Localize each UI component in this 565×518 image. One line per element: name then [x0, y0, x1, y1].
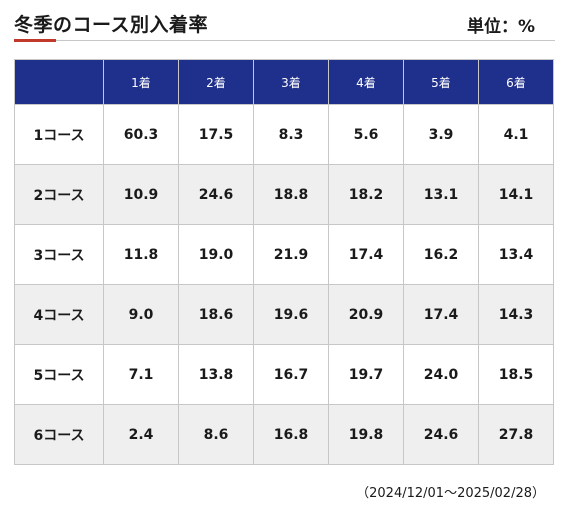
- table-cell: 10.9: [103, 164, 179, 225]
- table-cell: 8.6: [178, 404, 254, 465]
- table-cell: 11.8: [103, 224, 179, 285]
- table-row: 2コース 10.9 24.6 18.8 18.2 13.1 14.1: [14, 164, 554, 225]
- table-cell: 5.6: [328, 104, 404, 165]
- table-row: 6コース 2.4 8.6 16.8 19.8 24.6 27.8: [14, 404, 554, 465]
- table-cell: 17.5: [178, 104, 254, 165]
- table-cell: 19.0: [178, 224, 254, 285]
- table-cell: 13.8: [178, 344, 254, 405]
- corner-cell: [14, 59, 104, 105]
- table-cell: 2.4: [103, 404, 179, 465]
- table-cell: 24.6: [178, 164, 254, 225]
- table-cell: 7.1: [103, 344, 179, 405]
- table-cell: 24.0: [403, 344, 479, 405]
- table-cell: 16.2: [403, 224, 479, 285]
- table-cell: 19.8: [328, 404, 404, 465]
- row-header: 1コース: [14, 104, 104, 165]
- table-cell: 3.9: [403, 104, 479, 165]
- table-row: 5コース 7.1 13.8 16.7 19.7 24.0 18.5: [14, 344, 554, 405]
- column-header: 2着: [178, 59, 254, 105]
- table-cell: 9.0: [103, 284, 179, 345]
- table-header-row: 1着 2着 3着 4着 5着 6着: [14, 59, 554, 105]
- table-cell: 60.3: [103, 104, 179, 165]
- table-cell: 8.3: [253, 104, 329, 165]
- header-accent-bar: [14, 39, 56, 42]
- table-cell: 21.9: [253, 224, 329, 285]
- table-cell: 18.5: [478, 344, 554, 405]
- row-header: 6コース: [14, 404, 104, 465]
- table-cell: 18.6: [178, 284, 254, 345]
- table-row: 4コース 9.0 18.6 19.6 20.9 17.4 14.3: [14, 284, 554, 345]
- row-header: 5コース: [14, 344, 104, 405]
- course-placement-rate-table: 1着 2着 3着 4着 5着 6着 1コース 60.3 17.5 8.3 5.6…: [14, 59, 554, 465]
- table-cell: 19.6: [253, 284, 329, 345]
- table-cell: 17.4: [403, 284, 479, 345]
- table-cell: 16.8: [253, 404, 329, 465]
- data-period-note: （2024/12/01～2025/02/28）: [356, 486, 545, 501]
- unit-label: 単位：%: [466, 17, 535, 37]
- table-cell: 16.7: [253, 344, 329, 405]
- row-header: 3コース: [14, 224, 104, 285]
- table-cell: 4.1: [478, 104, 554, 165]
- page-title: 冬季のコース別入着率: [14, 14, 209, 36]
- row-header: 2コース: [14, 164, 104, 225]
- table-cell: 14.1: [478, 164, 554, 225]
- column-header: 5着: [403, 59, 479, 105]
- table-cell: 13.4: [478, 224, 554, 285]
- table-cell: 19.7: [328, 344, 404, 405]
- table-cell: 14.3: [478, 284, 554, 345]
- table-row: 1コース 60.3 17.5 8.3 5.6 3.9 4.1: [14, 104, 554, 165]
- table-cell: 17.4: [328, 224, 404, 285]
- column-header: 4着: [328, 59, 404, 105]
- table-cell: 24.6: [403, 404, 479, 465]
- column-header: 1着: [103, 59, 179, 105]
- table-row: 3コース 11.8 19.0 21.9 17.4 16.2 13.4: [14, 224, 554, 285]
- table-cell: 20.9: [328, 284, 404, 345]
- table-cell: 27.8: [478, 404, 554, 465]
- table-cell: 18.2: [328, 164, 404, 225]
- table-cell: 13.1: [403, 164, 479, 225]
- column-header: 3着: [253, 59, 329, 105]
- row-header: 4コース: [14, 284, 104, 345]
- column-header: 6着: [478, 59, 554, 105]
- header-divider: [14, 40, 555, 41]
- table-cell: 18.8: [253, 164, 329, 225]
- page-header: 冬季のコース別入着率 単位：%: [0, 0, 555, 42]
